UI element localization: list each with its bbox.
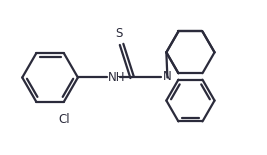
Text: N: N xyxy=(163,70,171,83)
Text: S: S xyxy=(115,27,123,40)
Text: Cl: Cl xyxy=(58,113,70,126)
Text: NH: NH xyxy=(108,71,126,84)
